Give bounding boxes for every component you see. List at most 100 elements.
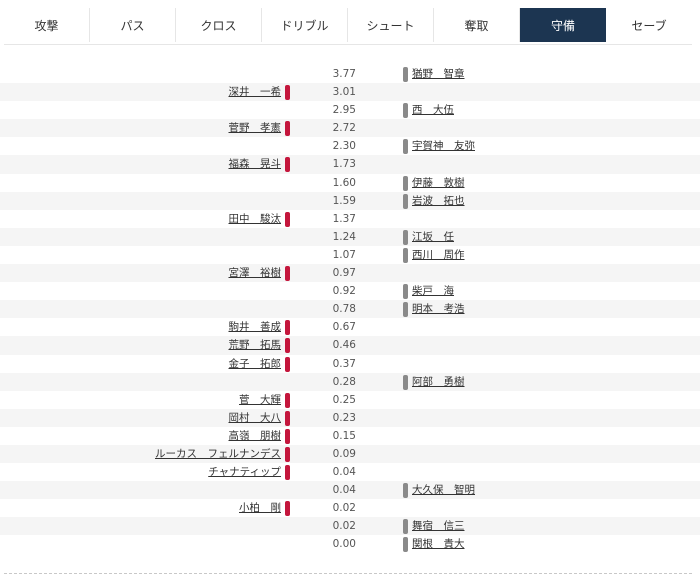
left-player-name-link[interactable]: ルーカス フェルナンデス (155, 447, 281, 460)
right-player-name-link[interactable]: 猶野 智章 (412, 68, 465, 80)
left-player-name-link[interactable]: 高嶺 朋樹 (228, 429, 282, 442)
left-player-name-link[interactable]: 岡村 大八 (228, 411, 282, 424)
left-player-name-link[interactable]: 菅 大輝 (239, 393, 281, 406)
right-player-name-link[interactable]: 西川 周作 (412, 248, 465, 261)
stat-value: 0.78 (332, 303, 356, 316)
stat-value: 0.25 (332, 393, 356, 406)
stat-value: 0.37 (332, 357, 356, 370)
tab-3[interactable]: ドリブル (262, 8, 348, 42)
ranking-row: 2.30 宇賀神 友弥 (0, 137, 700, 155)
left-team-marker (285, 392, 290, 408)
left-player-name-link[interactable]: 宮澤 裕樹 (228, 267, 282, 280)
left-player-name-link[interactable]: 駒井 善成 (228, 321, 282, 334)
stat-value: 1.24 (332, 230, 356, 243)
ranking-row: 小柏 剛 0.02 (0, 499, 700, 517)
ranking-row: 1.60 伊藤 敦樹 (0, 174, 700, 192)
stat-category-tabs: 攻撃 パス クロス ドリブル シュート 奪取 守備 セーブ (4, 8, 692, 45)
left-player-name-link[interactable]: 菅野 孝憲 (228, 122, 282, 135)
right-team-marker (403, 193, 408, 209)
stat-value: 0.04 (332, 484, 356, 497)
stat-value: 2.72 (332, 122, 356, 135)
stat-value: 3.01 (332, 86, 356, 99)
right-player-name-link[interactable]: 岩波 拓也 (412, 194, 465, 207)
ranking-row: 0.92 柴戸 海 (0, 282, 700, 300)
left-team-marker (285, 501, 290, 517)
right-team-marker (403, 302, 408, 318)
stat-value: 2.95 (332, 104, 356, 117)
left-player-name-link[interactable]: チャナティップ (208, 466, 281, 479)
left-player-name-link[interactable]: 荒野 拓馬 (228, 339, 282, 352)
left-team-marker (285, 320, 290, 336)
tab-5[interactable]: 奪取 (434, 8, 520, 42)
tab-6[interactable]: 守備 (520, 8, 606, 42)
ranking-row: 0.78 明本 考浩 (0, 300, 700, 319)
stat-value: 0.00 (332, 538, 356, 551)
left-player-name-link[interactable]: 深井 一希 (228, 86, 282, 99)
stat-value: 2.30 (332, 140, 356, 153)
right-player-name-link[interactable]: 江坂 任 (412, 230, 454, 243)
stat-value: 0.67 (332, 321, 356, 334)
right-player-name-link[interactable]: 関根 貴大 (412, 538, 465, 551)
stat-value: 0.02 (332, 520, 356, 533)
ranking-row: 荒野 拓馬 0.46 (0, 336, 700, 355)
ranking-row: 1.24 江坂 任 (0, 227, 700, 246)
left-player-name-link[interactable]: 福森 晃斗 (228, 158, 282, 171)
ranking-row: 金子 拓郎 0.37 (0, 355, 700, 373)
stat-value: 0.46 (332, 339, 356, 352)
left-team-marker (285, 428, 290, 444)
ranking-row: 0.04 大久保 智明 (0, 481, 700, 500)
right-player-name-link[interactable]: 西 大伍 (412, 104, 454, 117)
stat-value: 1.59 (332, 194, 356, 207)
right-player-name-link[interactable]: 阿部 勇樹 (412, 375, 465, 388)
stat-value: 1.37 (332, 212, 356, 225)
right-team-marker (403, 483, 408, 499)
right-player-name-link[interactable]: 伊藤 敦樹 (412, 176, 465, 189)
player-ranking-list: 3.77 猶野 智章深井 一希 3.01 2.95 西 大伍菅野 孝憲 2.72 2.30 宇… (0, 65, 700, 554)
right-player-name-link[interactable]: 大久保 智明 (412, 484, 475, 497)
right-team-marker (403, 284, 408, 300)
ranking-row: 高嶺 朋樹 0.15 (0, 427, 700, 445)
right-team-marker (403, 103, 408, 119)
right-player-name-link[interactable]: 柴戸 海 (412, 285, 454, 298)
right-player-name-link[interactable]: 舞宿 信三 (412, 520, 465, 533)
left-player-name-link[interactable]: 金子 拓郎 (228, 357, 282, 370)
tab-0[interactable]: 攻撃 (4, 8, 90, 42)
left-team-marker (285, 410, 290, 426)
ranking-row: 宮澤 裕樹 0.97 (0, 264, 700, 283)
ranking-row: チャナティップ 0.04 (0, 463, 700, 481)
left-player-name-link[interactable]: 小柏 剛 (239, 502, 281, 515)
stat-value: 0.97 (332, 267, 356, 280)
stat-value: 1.60 (332, 176, 356, 189)
stat-value: 1.07 (332, 248, 356, 261)
tab-2[interactable]: クロス (176, 8, 262, 42)
ranking-row: 深井 一希 3.01 (0, 83, 700, 102)
left-team-marker (285, 85, 290, 101)
bottom-divider (4, 573, 692, 574)
right-team-marker (403, 374, 408, 390)
tab-1[interactable]: パス (90, 8, 176, 42)
left-team-marker (285, 157, 290, 173)
right-team-marker (403, 229, 408, 245)
right-team-marker (403, 247, 408, 263)
ranking-row: 0.00 関根 貴大 (0, 535, 700, 553)
ranking-row: 1.07 西川 周作 (0, 246, 700, 264)
right-player-name-link[interactable]: 宇賀神 友弥 (412, 140, 475, 153)
tab-4[interactable]: シュート (348, 8, 434, 42)
right-player-name-link[interactable]: 明本 考浩 (412, 303, 465, 316)
left-team-marker (285, 211, 290, 227)
left-player-name-link[interactable]: 田中 駿汰 (228, 212, 282, 225)
right-team-marker (403, 67, 408, 82)
ranking-row: 岡村 大八 0.23 (0, 408, 700, 427)
ranking-row: 福森 晃斗 1.73 (0, 155, 700, 174)
stat-value: 1.73 (332, 158, 356, 171)
ranking-row: 菅野 孝憲 2.72 (0, 119, 700, 138)
ranking-row: 0.28 阿部 勇樹 (0, 372, 700, 391)
right-team-marker (403, 537, 408, 553)
left-team-marker (285, 266, 290, 282)
left-team-marker (285, 465, 290, 481)
stat-value: 0.02 (332, 502, 356, 515)
stat-value: 0.92 (332, 285, 356, 298)
stat-value: 3.77 (332, 68, 356, 80)
tab-7[interactable]: セーブ (631, 18, 667, 33)
left-team-marker (285, 121, 290, 137)
